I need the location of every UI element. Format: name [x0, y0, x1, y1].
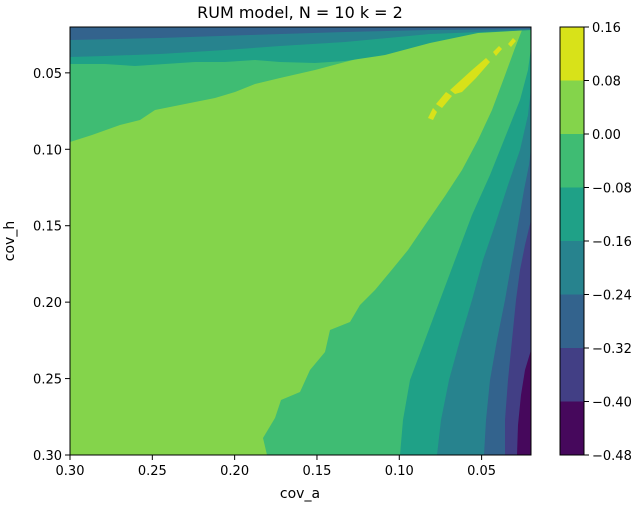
x-tick-label: 0.15	[302, 464, 331, 479]
x-axis-label: cov_a	[280, 486, 320, 502]
x-axis-ticks: 0.30 0.25 0.20 0.15 0.10 0.05	[56, 455, 496, 479]
contour-island-level-0.08-0.16-c	[450, 58, 490, 94]
colorbar-tick-label: 0.00	[592, 128, 621, 143]
contour-island-level-0.08-0.16-d	[493, 46, 502, 56]
colorbar-band	[560, 241, 584, 295]
contour-region-level-minus0.32-minus0.24	[70, 27, 531, 40]
colorbar-tick-label: 0.08	[592, 75, 621, 90]
colorbar-tick-label: 0.16	[592, 21, 621, 36]
y-tick-label: 0.25	[33, 373, 62, 388]
colorbar-band	[560, 294, 584, 348]
colorbar: −0.48 −0.40 −0.32 −0.24 −0.16 −0.08 0.00 0.08 0.…	[560, 21, 632, 464]
x-tick-label: 0.30	[56, 464, 85, 479]
y-tick-label: 0.20	[33, 296, 62, 311]
colorbar-band	[560, 187, 584, 241]
contour-plot-area	[70, 27, 531, 455]
colorbar-band	[560, 401, 584, 455]
colorbar-frame	[559, 26, 585, 456]
contour-island-level-0.08-0.16-e	[508, 38, 516, 47]
colorbar-tick-label: −0.40	[592, 396, 632, 411]
y-tick-label: 0.10	[33, 143, 62, 158]
colorbar-band	[560, 348, 584, 402]
y-axis-label: cov_h	[2, 221, 18, 261]
colorbar-band	[560, 27, 584, 81]
x-tick-label: 0.10	[385, 464, 414, 479]
contour-island-level-0.08-0.16-a	[428, 108, 437, 120]
x-tick-label: 0.25	[138, 464, 167, 479]
y-tick-label: 0.05	[33, 67, 62, 82]
colorbar-band	[560, 134, 584, 188]
colorbar-tick-label: −0.32	[592, 342, 632, 357]
colorbar-tick-label: −0.16	[592, 235, 632, 250]
contour-region-level-minus0.08-0.00	[70, 27, 531, 455]
contour-region-level-minus0.48-minus0.40	[517, 350, 531, 455]
colorbar-band	[560, 80, 584, 134]
colorbar-tick-label: −0.08	[592, 182, 632, 197]
y-tick-label: 0.15	[33, 220, 62, 235]
plot-frame	[69, 26, 532, 456]
chart-title: RUM model, N = 10 k = 2	[197, 3, 403, 22]
x-tick-label: 0.20	[220, 464, 249, 479]
y-axis-ticks: 0.05 0.10 0.15 0.20 0.25 0.30	[33, 67, 70, 464]
y-tick-label: 0.30	[33, 449, 62, 464]
colorbar-tick-label: −0.24	[592, 289, 632, 304]
colorbar-tick-label: −0.48	[592, 449, 632, 464]
x-tick-label: 0.05	[467, 464, 496, 479]
contour-island-level-0.08-0.16-b	[436, 92, 452, 108]
